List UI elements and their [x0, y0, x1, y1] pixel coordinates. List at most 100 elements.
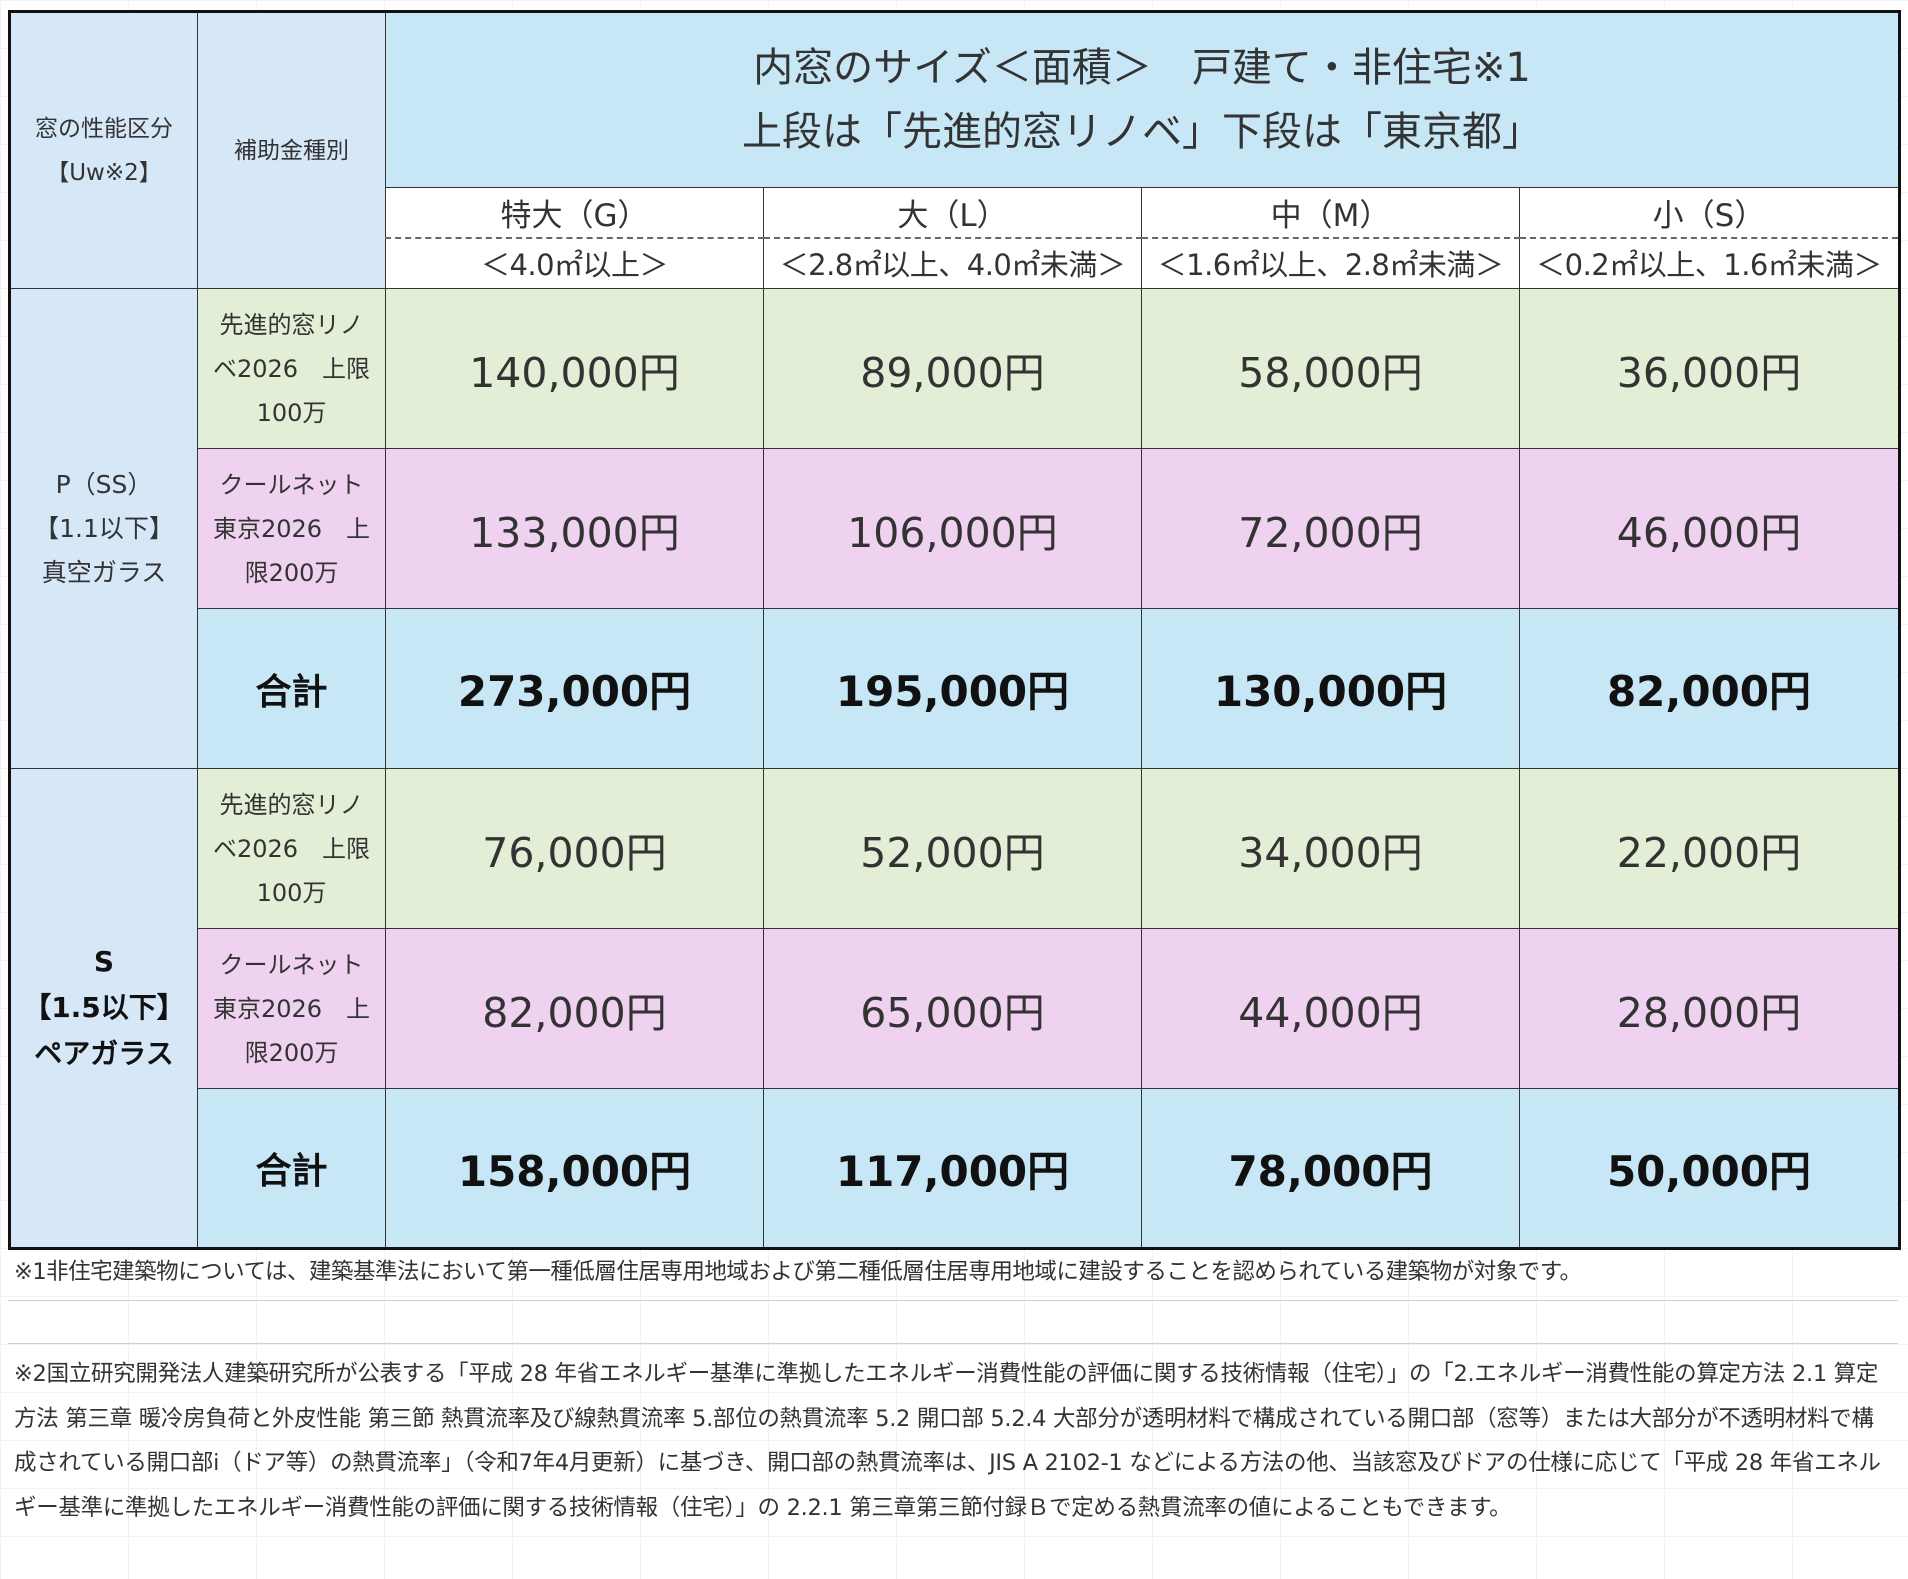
grade-cell-s: S 【1.5以下】 ペアガラス	[9, 768, 198, 1249]
value-cell: 58,000円	[1141, 288, 1520, 449]
performance-class-header: 窓の性能区分 【Uw※2】	[9, 11, 198, 289]
subsidy-label-cell: 先進的窓リノ ベ2026 上限 100万	[197, 288, 386, 449]
subsidy-label-line: 限200万	[244, 1038, 339, 1067]
total-label-cell: 合計	[197, 1088, 386, 1249]
size-range-s: ＜0.2㎡以上、1.6㎡未満＞	[1519, 237, 1900, 289]
value-cell: 34,000円	[1141, 768, 1520, 929]
value-cell: 89,000円	[763, 288, 1142, 449]
grade-line: P（SS）	[55, 469, 153, 499]
grade-line: 【1.5以下】	[23, 991, 185, 1024]
total-cell: 117,000円	[763, 1088, 1142, 1249]
size-name-s: 小（S）	[1519, 187, 1900, 239]
amount-value: 106,000円	[847, 508, 1058, 557]
subsidy-label-line: 先進的窓リノ	[219, 310, 364, 339]
amount-value: 72,000円	[1238, 508, 1423, 557]
total-value: 78,000円	[1228, 1146, 1433, 1196]
amount-value: 52,000円	[860, 828, 1045, 877]
value-cell: 52,000円	[763, 768, 1142, 929]
amount-value: 58,000円	[1238, 348, 1423, 397]
total-cell: 158,000円	[385, 1088, 764, 1249]
amount-value: 46,000円	[1616, 508, 1802, 557]
table-title: 内窓のサイズ＜面積＞ 戸建て・非住宅※1 上段は「先進的窓リノベ」下段は「東京都…	[385, 11, 1900, 188]
grade-line: 真空ガラス	[41, 557, 167, 587]
total-value: 50,000円	[1606, 1146, 1812, 1196]
subsidy-label-line: 東京2026 上	[212, 994, 371, 1023]
subsidy-label-line: 100万	[256, 878, 327, 907]
subsidy-label-cell: クールネット 東京2026 上 限200万	[197, 928, 386, 1089]
size-name-text: 特大（G）	[500, 197, 649, 234]
subsidy-label-line: クールネット	[219, 470, 364, 499]
subsidy-label-cell: 先進的窓リノ ベ2026 上限 100万	[197, 768, 386, 929]
value-cell: 133,000円	[385, 448, 764, 609]
total-cell: 195,000円	[763, 608, 1142, 769]
total-value: 273,000円	[457, 667, 692, 716]
subsidy-label-line: 限200万	[244, 558, 339, 587]
total-value: 158,000円	[457, 1146, 692, 1196]
subsidy-label-line: 東京2026 上	[212, 514, 371, 543]
performance-class-label: 窓の性能区分	[35, 115, 173, 142]
size-range-text: ＜1.6㎡以上、2.8㎡未満＞	[1157, 248, 1504, 283]
subsidy-label-line: ベ2026 上限	[212, 834, 371, 863]
total-label: 合計	[255, 671, 328, 713]
amount-value: 89,000円	[860, 348, 1045, 397]
size-range-text: ＜0.2㎡以上、1.6㎡未満＞	[1536, 248, 1882, 283]
total-value: 130,000円	[1213, 667, 1448, 716]
amount-value: 36,000円	[1616, 348, 1802, 397]
value-cell: 36,000円	[1519, 288, 1900, 449]
total-cell: 130,000円	[1141, 608, 1520, 769]
amount-value: 133,000円	[469, 508, 680, 557]
value-cell: 46,000円	[1519, 448, 1900, 609]
amount-value: 28,000円	[1616, 988, 1802, 1037]
title-line-1: 内窓のサイズ＜面積＞ 戸建て・非住宅※1	[753, 45, 1531, 91]
size-name-text: 中（M）	[1270, 197, 1391, 234]
total-cell: 78,000円	[1141, 1088, 1520, 1249]
value-cell: 76,000円	[385, 768, 764, 929]
total-label-cell: 合計	[197, 608, 386, 769]
value-cell: 28,000円	[1519, 928, 1900, 1089]
size-range-text: ＜4.0㎡以上＞	[480, 248, 669, 283]
total-value: 82,000円	[1606, 667, 1812, 716]
amount-value: 44,000円	[1238, 988, 1423, 1037]
amount-value: 82,000円	[482, 988, 667, 1037]
row-divider	[8, 1343, 1898, 1344]
subsidy-type-header: 補助金種別	[197, 11, 386, 289]
footnote-1: ※1非住宅建築物については、建築基準法において第一種低層住居専用地域および第二種…	[14, 1259, 1582, 1285]
total-cell: 82,000円	[1519, 608, 1900, 769]
subsidy-label-line: クールネット	[219, 950, 364, 979]
total-cell: 273,000円	[385, 608, 764, 769]
amount-value: 76,000円	[482, 828, 667, 877]
grade-line: ペアガラス	[34, 1037, 174, 1070]
amount-value: 22,000円	[1616, 828, 1802, 877]
value-cell: 72,000円	[1141, 448, 1520, 609]
value-cell: 140,000円	[385, 288, 764, 449]
size-name-l: 大（L）	[763, 187, 1142, 239]
total-cell: 50,000円	[1519, 1088, 1900, 1249]
subsidy-label-line: ベ2026 上限	[212, 354, 371, 383]
size-name-text: 小（S）	[1652, 197, 1766, 234]
amount-value: 140,000円	[469, 348, 680, 397]
value-cell: 106,000円	[763, 448, 1142, 609]
value-cell: 44,000円	[1141, 928, 1520, 1089]
size-range-g: ＜4.0㎡以上＞	[385, 237, 764, 289]
title-line-2: 上段は「先進的窓リノベ」下段は「東京都」	[742, 109, 1542, 155]
value-cell: 22,000円	[1519, 768, 1900, 929]
value-cell: 82,000円	[385, 928, 764, 1089]
subsidy-label-line: 先進的窓リノ	[219, 790, 364, 819]
grade-line: 【1.1以下】	[34, 513, 174, 543]
value-cell: 65,000円	[763, 928, 1142, 1089]
row-divider	[8, 1300, 1898, 1301]
total-value: 195,000円	[835, 667, 1070, 716]
subsidy-label-cell: クールネット 東京2026 上 限200万	[197, 448, 386, 609]
total-value: 117,000円	[835, 1146, 1070, 1196]
uw-label: 【Uw※2】	[46, 159, 162, 186]
amount-value: 65,000円	[860, 988, 1045, 1037]
size-name-m: 中（M）	[1141, 187, 1520, 239]
total-label: 合計	[255, 1151, 328, 1192]
grade-line: S	[93, 945, 115, 978]
size-name-text: 大（L）	[897, 197, 1008, 234]
size-range-m: ＜1.6㎡以上、2.8㎡未満＞	[1141, 237, 1520, 289]
subsidy-table: 窓の性能区分 【Uw※2】 補助金種別 内窓のサイズ＜面積＞ 戸建て・非住宅※1…	[8, 10, 1901, 1250]
size-range-text: ＜2.8㎡以上、4.0㎡未満＞	[779, 248, 1126, 283]
amount-value: 34,000円	[1238, 828, 1423, 877]
size-range-l: ＜2.8㎡以上、4.0㎡未満＞	[763, 237, 1142, 289]
